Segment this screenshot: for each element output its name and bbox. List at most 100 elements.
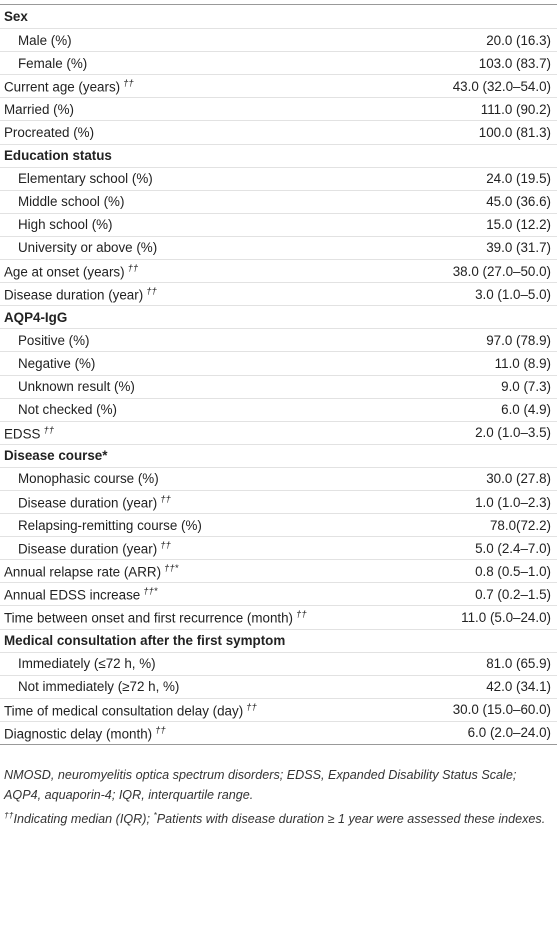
note-text: Patients with disease duration ≥ 1 year …	[156, 812, 546, 827]
row-value: 0.8 (0.5–1.0)	[475, 563, 551, 579]
table-row: Middle school (%) 45.0 (36.6)	[0, 189, 557, 213]
row-label: Time of medical consultation delay (day)	[4, 703, 244, 719]
table-row: Negative (%) 11.0 (8.9)	[0, 351, 557, 374]
row-label-cell: Positive (%)	[4, 333, 89, 348]
superscript: ††	[155, 724, 166, 736]
row-label-cell: Disease duration (year) ††	[4, 494, 171, 510]
row-label: Married (%)	[4, 101, 74, 117]
row-label-cell: Annual EDSS increase ††*	[4, 586, 157, 602]
row-label-cell: Monophasic course (%)	[4, 471, 159, 486]
row-label: Male (%)	[18, 32, 72, 48]
section-heading: Disease course*	[4, 448, 108, 464]
row-value: 100.0 (81.3)	[478, 125, 551, 141]
row-value: 6.0 (4.9)	[501, 402, 551, 418]
table-row: Time of medical consultation delay (day)…	[0, 697, 557, 721]
table-row: Positive (%) 97.0 (78.9)	[0, 328, 557, 351]
table-row: High school (%) 15.0 (12.2)	[0, 212, 557, 236]
table-row: Disease duration (year) †† 1.0 (1.0–2.3)	[0, 489, 557, 513]
row-label-cell: Disease duration (year) ††	[4, 286, 157, 302]
row-label: Relapsing-remitting course (%)	[18, 517, 202, 533]
row-label-cell: Not checked (%)	[4, 402, 117, 417]
row-value: 97.0 (78.9)	[486, 332, 551, 348]
row-value: 2.0 (1.0–3.5)	[475, 425, 551, 441]
row-value: 1.0 (1.0–2.3)	[475, 494, 551, 510]
row-value: 81.0 (65.9)	[486, 656, 551, 672]
section-heading-row: Medical consultation after the first sym…	[0, 628, 557, 652]
row-label: High school (%)	[18, 217, 113, 233]
section-heading-row: Disease course*	[0, 443, 557, 467]
row-label: Age at onset (years)	[4, 264, 125, 280]
row-value: 9.0 (7.3)	[501, 379, 551, 395]
row-label: University or above (%)	[18, 240, 158, 256]
superscript: ††	[127, 262, 139, 274]
row-label-cell: Female (%)	[4, 56, 87, 71]
superscript: ††	[146, 285, 157, 297]
section-heading: Education status	[4, 148, 112, 164]
table-row: Age at onset (years) †† 38.0 (27.0–50.0)	[0, 259, 557, 282]
row-label-cell: Relapsing-remitting course (%)	[4, 518, 202, 533]
section-heading: Medical consultation after the first sym…	[4, 633, 286, 649]
superscript: ††*	[164, 563, 179, 575]
section-heading: AQP4-IgG	[4, 309, 68, 325]
superscript: ††*	[143, 586, 158, 598]
table-row: Not immediately (≥72 h, %) 42.0 (34.1)	[0, 674, 557, 698]
row-label-cell: Procreated (%)	[4, 125, 94, 140]
row-value: 43.0 (32.0–54.0)	[452, 78, 551, 94]
row-label-cell: Not immediately (≥72 h, %)	[4, 679, 179, 694]
table-row: Married (%) 111.0 (90.2)	[0, 97, 557, 120]
row-label: Not immediately (≥72 h, %)	[18, 679, 180, 695]
row-value: 42.0 (34.1)	[486, 679, 551, 695]
row-label-cell: Time of medical consultation delay (day)…	[4, 702, 257, 718]
table-row: EDSS †† 2.0 (1.0–3.5)	[0, 420, 557, 444]
row-value: 45.0 (36.6)	[486, 194, 551, 210]
row-value: 103.0 (83.7)	[478, 55, 551, 71]
row-label: Elementary school (%)	[18, 171, 153, 187]
table-row: Male (%) 20.0 (16.3)	[0, 28, 557, 51]
table-row: Not checked (%) 6.0 (4.9)	[0, 397, 557, 421]
row-label: Middle school (%)	[18, 194, 125, 210]
section-heading-row: AQP4-IgG	[0, 305, 557, 328]
table-row: Female (%) 103.0 (83.7)	[0, 51, 557, 74]
table-row: Procreated (%) 100.0 (81.3)	[0, 120, 557, 143]
row-value: 15.0 (12.2)	[486, 217, 551, 233]
note-text: Indicating median (IQR);	[13, 812, 154, 827]
section-heading: Sex	[4, 9, 28, 25]
row-value: 11.0 (5.0–24.0)	[461, 609, 551, 625]
row-label: Negative (%)	[18, 355, 96, 371]
row-label-cell: EDSS ††	[4, 425, 54, 441]
row-label-cell: Immediately (≤72 h, %)	[4, 656, 156, 671]
superscript: ††	[296, 609, 307, 621]
row-value: 0.7 (0.2–1.5)	[475, 586, 551, 602]
table-row: Annual relapse rate (ARR) ††* 0.8 (0.5–1.0…	[0, 559, 557, 582]
row-value: 39.0 (31.7)	[486, 240, 551, 256]
table-row: Current age (years) †† 43.0 (32.0–54.0)	[0, 74, 557, 97]
note-marker: ††	[4, 810, 14, 820]
row-label-cell: Middle school (%)	[4, 194, 124, 209]
row-value: 5.0 (2.4–7.0)	[475, 540, 551, 556]
abbreviations: NMOSD, neuromyelitis optica spectrum dis…	[4, 768, 517, 802]
table-row: Elementary school (%) 24.0 (19.5)	[0, 166, 557, 190]
row-label-cell: High school (%)	[4, 217, 113, 232]
row-label-cell: Diagnostic delay (month) ††	[4, 725, 166, 741]
row-label-cell: Unknown result (%)	[4, 379, 135, 394]
table-row: Annual EDSS increase ††* 0.7 (0.2–1.5)	[0, 582, 557, 605]
row-label-cell: Annual relapse rate (ARR) ††*	[4, 563, 178, 579]
row-value: 30.0 (27.8)	[486, 471, 551, 487]
row-label-cell: Disease duration (year) ††	[4, 540, 171, 556]
row-value: 3.0 (1.0–5.0)	[475, 286, 551, 302]
row-label: Time between onset and first recurrence …	[4, 610, 294, 626]
row-label: Immediately (≤72 h, %)	[18, 656, 156, 672]
row-label: Disease duration (year)	[18, 541, 158, 557]
superscript: ††	[246, 701, 257, 713]
superscript: ††	[160, 539, 171, 551]
row-label-cell: Time between onset and first recurrence …	[4, 609, 307, 625]
footnotes: NMOSD, neuromyelitis optica spectrum dis…	[4, 765, 552, 829]
section-heading-row: Sex	[0, 5, 557, 28]
row-label: Annual EDSS increase	[4, 587, 141, 603]
row-label: Female (%)	[18, 55, 88, 71]
row-label: Positive (%)	[18, 332, 90, 348]
table-row: Disease duration (year) †† 3.0 (1.0–5.0)	[0, 282, 557, 305]
table-row: Relapsing-remitting course (%) 78.0(72.2)	[0, 513, 557, 536]
notes: ††Indicating median (IQR); *Patients wit…	[4, 805, 552, 829]
superscript: ††	[43, 424, 55, 436]
